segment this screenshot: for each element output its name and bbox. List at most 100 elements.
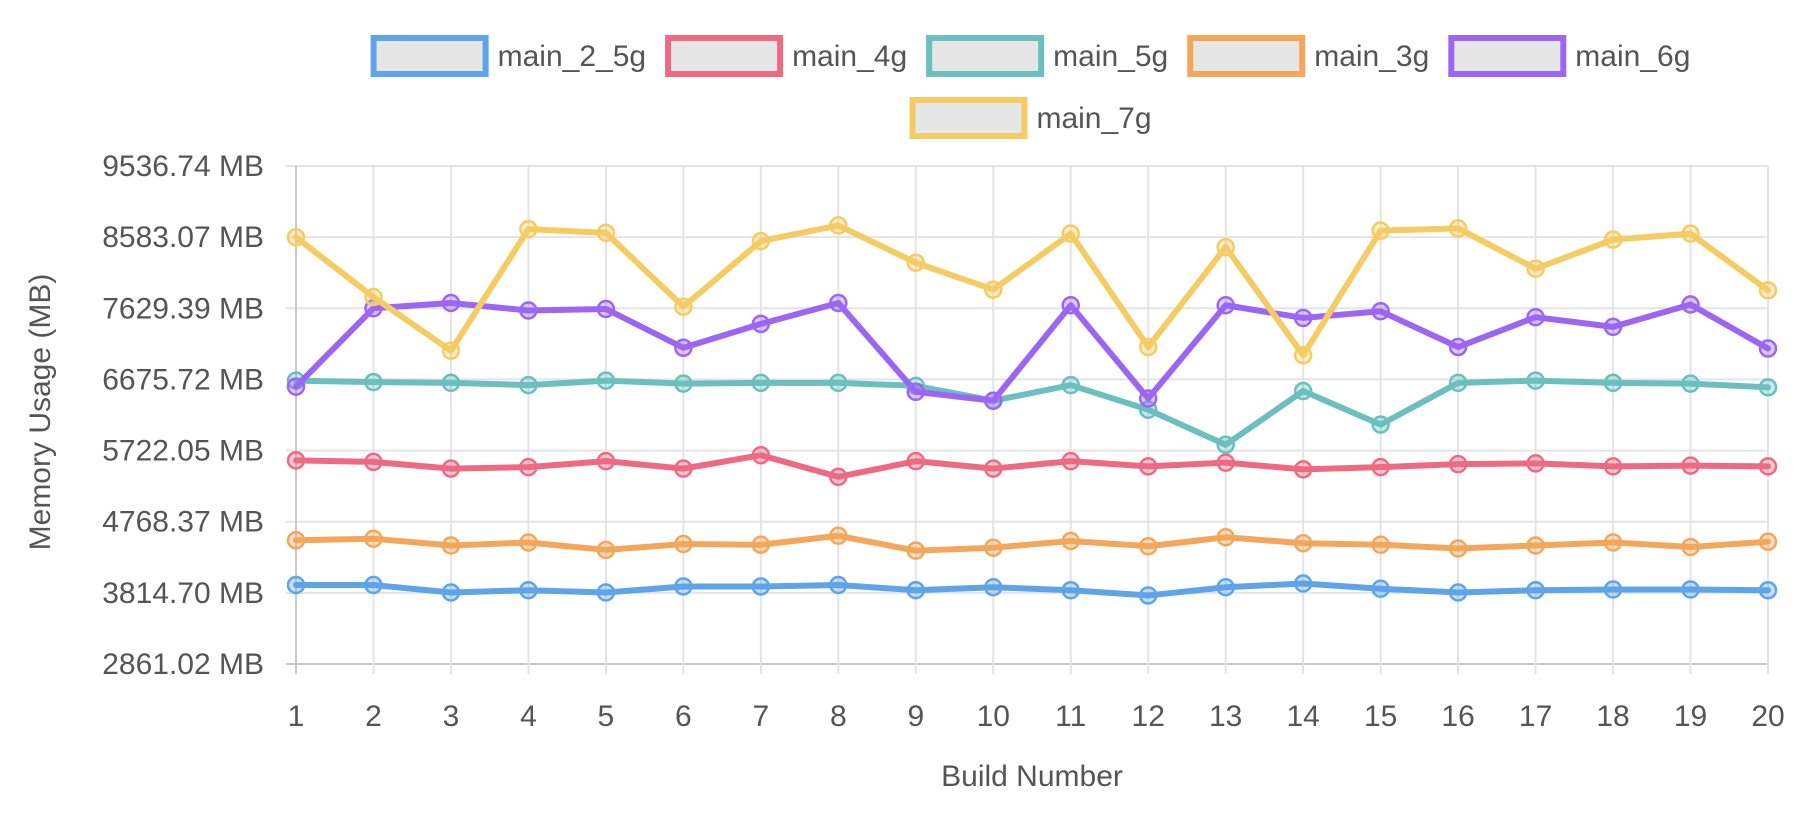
- data-point[interactable]: [1061, 531, 1080, 551]
- legend-item-main_3g[interactable]: main_3g: [1187, 35, 1429, 77]
- data-point[interactable]: [1526, 580, 1545, 600]
- data-point[interactable]: [1603, 580, 1623, 599]
- data-point[interactable]: [1681, 224, 1700, 243]
- data-point[interactable]: [674, 297, 693, 316]
- data-point[interactable]: [751, 445, 771, 465]
- data-point[interactable]: [1138, 337, 1158, 357]
- data-point[interactable]: [1216, 528, 1235, 547]
- data-point[interactable]: [286, 530, 306, 550]
- data-point[interactable]: [1371, 301, 1390, 321]
- data-point[interactable]: [674, 374, 693, 393]
- data-point[interactable]: [674, 577, 693, 596]
- data-point[interactable]: [1448, 583, 1468, 602]
- data-point[interactable]: [364, 372, 383, 392]
- data-point[interactable]: [1603, 457, 1623, 476]
- data-point[interactable]: [596, 451, 616, 471]
- data-point[interactable]: [1448, 337, 1468, 357]
- data-point[interactable]: [1526, 259, 1545, 278]
- data-point[interactable]: [1371, 579, 1390, 598]
- data-point[interactable]: [984, 280, 1003, 299]
- data-point[interactable]: [674, 338, 693, 358]
- data-point[interactable]: [364, 287, 383, 307]
- legend-item-main_6g[interactable]: main_6g: [1448, 35, 1690, 77]
- data-point[interactable]: [1603, 533, 1623, 552]
- data-point[interactable]: [519, 375, 538, 395]
- data-point[interactable]: [1526, 371, 1545, 390]
- data-point[interactable]: [441, 341, 461, 361]
- data-point[interactable]: [1293, 308, 1313, 328]
- data-point[interactable]: [1371, 415, 1390, 434]
- data-point[interactable]: [829, 293, 848, 313]
- data-point[interactable]: [1371, 221, 1390, 240]
- data-point[interactable]: [829, 526, 848, 546]
- data-point[interactable]: [596, 583, 616, 602]
- data-point[interactable]: [1758, 339, 1778, 358]
- data-point[interactable]: [1681, 537, 1700, 557]
- data-point[interactable]: [751, 535, 771, 554]
- data-point[interactable]: [1603, 230, 1623, 249]
- data-point[interactable]: [751, 231, 771, 251]
- data-point[interactable]: [1681, 374, 1700, 393]
- data-point[interactable]: [596, 299, 616, 319]
- data-point[interactable]: [1371, 535, 1390, 554]
- data-point[interactable]: [596, 540, 616, 560]
- data-point[interactable]: [596, 371, 616, 390]
- data-point[interactable]: [286, 377, 306, 396]
- data-point[interactable]: [1216, 435, 1235, 455]
- data-point[interactable]: [674, 459, 693, 478]
- data-point[interactable]: [441, 536, 461, 555]
- data-point[interactable]: [1138, 389, 1158, 408]
- data-point[interactable]: [441, 459, 461, 478]
- data-point[interactable]: [1216, 577, 1235, 597]
- data-point[interactable]: [1758, 532, 1778, 551]
- data-point[interactable]: [1526, 536, 1545, 555]
- data-point[interactable]: [1681, 456, 1700, 475]
- data-point[interactable]: [1448, 219, 1468, 238]
- data-point[interactable]: [1216, 453, 1235, 472]
- data-point[interactable]: [1603, 317, 1623, 337]
- data-point[interactable]: [906, 451, 926, 471]
- data-point[interactable]: [286, 575, 306, 595]
- data-point[interactable]: [1758, 457, 1778, 476]
- data-point[interactable]: [829, 373, 848, 393]
- data-point[interactable]: [1448, 539, 1468, 558]
- data-point[interactable]: [519, 457, 538, 477]
- data-point[interactable]: [1138, 536, 1158, 556]
- data-point[interactable]: [441, 583, 461, 602]
- data-point[interactable]: [674, 534, 693, 554]
- data-point[interactable]: [1758, 580, 1778, 600]
- data-point[interactable]: [519, 301, 538, 320]
- data-point[interactable]: [286, 228, 306, 247]
- legend-item-main_4g[interactable]: main_4g: [665, 35, 907, 77]
- data-point[interactable]: [519, 533, 538, 552]
- data-point[interactable]: [1371, 457, 1390, 477]
- data-point[interactable]: [1293, 533, 1313, 553]
- data-point[interactable]: [829, 575, 848, 595]
- data-point[interactable]: [751, 314, 771, 334]
- data-point[interactable]: [906, 541, 926, 560]
- data-point[interactable]: [441, 293, 461, 313]
- data-point[interactable]: [1293, 574, 1313, 593]
- data-point[interactable]: [364, 529, 383, 549]
- data-point[interactable]: [1526, 307, 1545, 327]
- data-point[interactable]: [1526, 454, 1545, 473]
- data-point[interactable]: [906, 382, 926, 402]
- data-point[interactable]: [1138, 457, 1158, 476]
- data-point[interactable]: [1061, 451, 1080, 471]
- data-point[interactable]: [1216, 296, 1235, 315]
- data-point[interactable]: [1758, 281, 1778, 300]
- data-point[interactable]: [519, 219, 538, 239]
- data-point[interactable]: [1758, 378, 1778, 397]
- data-point[interactable]: [829, 216, 848, 235]
- data-point[interactable]: [1293, 345, 1313, 365]
- data-point[interactable]: [906, 580, 926, 600]
- legend-item-main_2_5g[interactable]: main_2_5g: [370, 35, 646, 77]
- legend-item-main_5g[interactable]: main_5g: [926, 35, 1168, 77]
- data-point[interactable]: [1293, 460, 1313, 479]
- data-point[interactable]: [1448, 373, 1468, 393]
- data-point[interactable]: [1448, 454, 1468, 474]
- data-point[interactable]: [441, 373, 461, 393]
- legend[interactable]: main_2_5g main_4g main_5g main_3g main_6gmai…: [370, 35, 1691, 139]
- data-point[interactable]: [1061, 580, 1080, 600]
- data-point[interactable]: [1138, 586, 1158, 605]
